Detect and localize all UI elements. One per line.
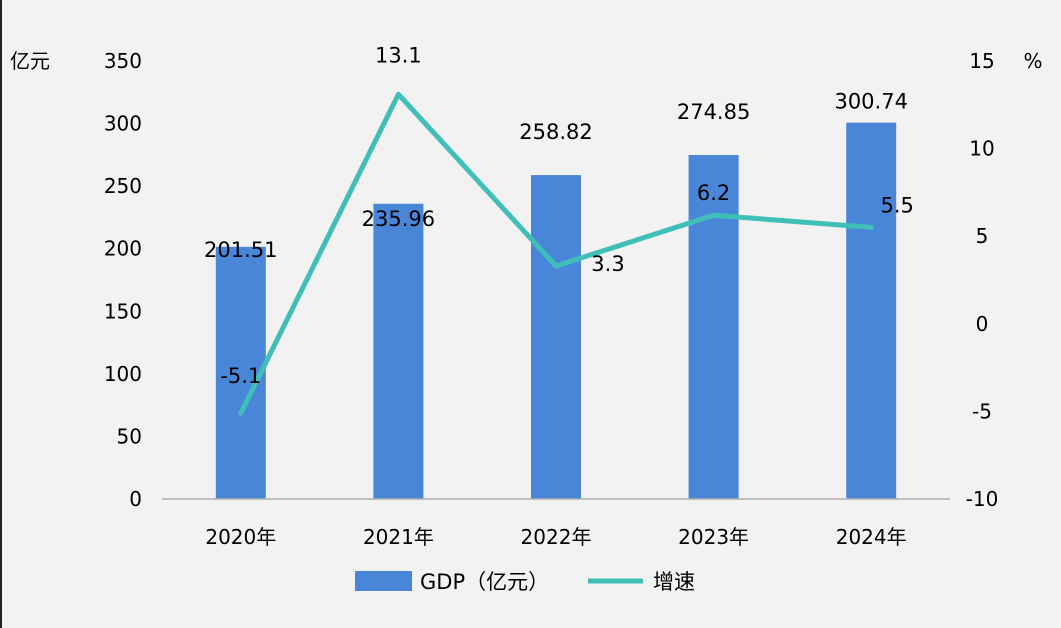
- left-tick-label-2: 100: [104, 362, 142, 386]
- growth-line-layer: [238, 91, 874, 416]
- right-tick-label-1: -5: [972, 399, 992, 423]
- gdp-value-label-4: 300.74: [834, 90, 907, 114]
- legend-gdp-swatch: [355, 571, 412, 591]
- left-tick-label-1: 50: [117, 424, 142, 448]
- growth-value-label-3: 6.2: [697, 181, 730, 205]
- gdp-bar-2: [531, 175, 581, 499]
- growth-value-label-1: 13.1: [375, 43, 422, 67]
- x-axis-ticks: 2020年 2021年 2022年 2023年 2024年: [205, 525, 906, 549]
- right-tick-label-3: 5: [976, 224, 989, 248]
- gdp-value-label-2: 258.82: [519, 120, 592, 144]
- data-labels: 201.51 235.96 258.82 274.85 300.74 -5.1 13.1 3.…: [204, 43, 914, 388]
- gdp-value-label-3: 274.85: [677, 100, 750, 124]
- left-tick-label-4: 200: [104, 237, 142, 261]
- left-tick-label-5: 250: [104, 174, 142, 198]
- legend-growth-label: 增速: [653, 570, 695, 594]
- legend: GDP（亿元） 增速: [355, 570, 695, 594]
- x-tick-label-4: 2024年: [836, 525, 907, 549]
- right-tick-label-4: 10: [969, 137, 994, 161]
- right-tick-label-5: 15: [969, 49, 994, 73]
- growth-value-label-4: 5.5: [880, 193, 913, 217]
- legend-gdp-label: GDP（亿元）: [420, 570, 549, 594]
- left-tick-label-6: 300: [104, 112, 142, 136]
- x-tick-label-3: 2023年: [678, 525, 749, 549]
- x-tick-label-0: 2020年: [205, 525, 276, 549]
- right-tick-label-0: -10: [966, 487, 999, 511]
- gdp-value-label-0: 201.51: [204, 238, 277, 262]
- x-tick-label-1: 2021年: [363, 525, 434, 549]
- gdp-bar-1: [373, 203, 424, 499]
- right-tick-label-2: 0: [976, 312, 989, 336]
- left-axis-unit-label: 亿元: [10, 49, 50, 73]
- growth-value-label-2: 3.3: [591, 252, 624, 276]
- left-tick-label-0: 0: [129, 487, 142, 511]
- frame-left-edge: [0, 0, 2, 628]
- gdp-bar-4: [846, 122, 897, 499]
- right-axis-ticks: -10 -5 0 5 10 15: [966, 49, 999, 511]
- gdp-bars: [215, 122, 897, 499]
- gdp-bar-0: [215, 246, 266, 499]
- x-tick-label-2: 2022年: [521, 525, 592, 549]
- left-tick-label-7: 350: [104, 49, 142, 73]
- gdp-bar-3: [688, 155, 739, 499]
- right-axis-unit-label: %: [1023, 49, 1042, 73]
- gdp-value-label-1: 235.96: [362, 207, 435, 231]
- left-axis-ticks: 0 50 100 150 200 250 300 350: [104, 49, 142, 511]
- left-tick-label-3: 150: [104, 299, 142, 323]
- growth-value-label-0: -5.1: [220, 364, 261, 388]
